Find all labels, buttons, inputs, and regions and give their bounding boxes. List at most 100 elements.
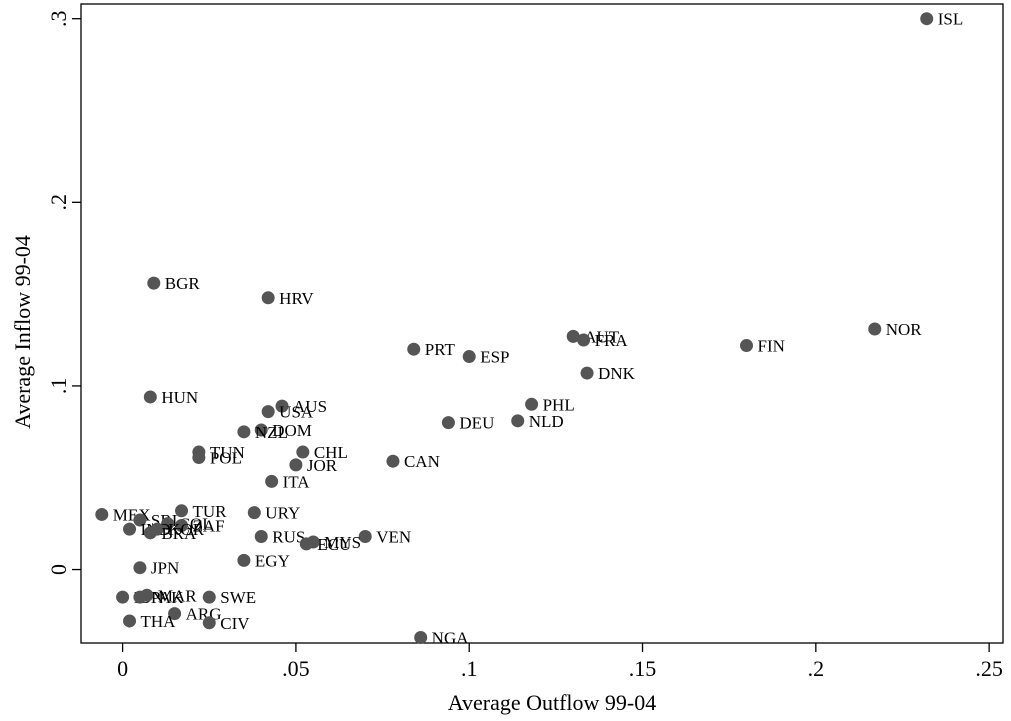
point-label: TUR [193, 502, 228, 521]
point-label: NLD [529, 412, 564, 431]
point-label: USA [279, 403, 314, 422]
data-point [116, 590, 130, 604]
data-point [920, 12, 934, 26]
point-label: AUS [293, 397, 327, 416]
x-tick-label: 0 [117, 656, 128, 681]
point-label: COL [179, 515, 213, 534]
point-label: URY [265, 504, 300, 523]
data-point [525, 397, 539, 411]
data-point [133, 513, 147, 527]
point-label: HRV [279, 289, 314, 308]
point-label: AUT [584, 327, 620, 346]
point-label: PAK [151, 588, 184, 607]
data-point [202, 590, 216, 604]
data-point [414, 630, 428, 644]
x-tick-label: .25 [975, 656, 1003, 681]
point-label: DNK [598, 364, 636, 383]
point-label: VEN [376, 528, 411, 547]
y-tick-label: 0 [46, 564, 71, 575]
point-label: JOR [307, 456, 338, 475]
point-label: FIN [758, 337, 785, 356]
data-point [168, 607, 182, 621]
data-point [140, 588, 154, 602]
point-label: KOR [168, 520, 205, 539]
data-point [161, 517, 175, 531]
point-label: EGY [255, 551, 290, 570]
data-point [868, 322, 882, 336]
point-label: NZL [255, 423, 288, 442]
data-point [407, 342, 421, 356]
x-tick-label: .15 [629, 656, 657, 681]
point-label: DEU [459, 414, 494, 433]
point-label: NGA [432, 628, 470, 647]
point-label: SWE [220, 588, 256, 607]
data-point [237, 553, 251, 567]
data-point [202, 616, 216, 630]
point-label: ZAF [193, 516, 225, 535]
data-point [95, 507, 109, 521]
data-point [254, 530, 268, 543]
plot-frame [80, 3, 1004, 644]
data-point [566, 329, 580, 343]
point-label: BRA [161, 524, 197, 543]
data-point [143, 390, 157, 404]
point-label: JPN [151, 559, 179, 578]
data-point [261, 291, 275, 305]
x-tick-label: .1 [461, 656, 478, 681]
point-label: TUN [210, 443, 245, 462]
point-label: CIV [220, 614, 250, 633]
point-label: NOR [886, 320, 923, 339]
data-point [275, 399, 289, 413]
data-point [247, 506, 261, 520]
data-point [261, 405, 275, 419]
data-point [133, 561, 147, 575]
y-axis-title: Average Inflow 99-04 [10, 235, 35, 429]
data-point [175, 518, 189, 532]
data-point [441, 416, 455, 430]
x-axis: 0 .05 .1 .15 .2 .25 [117, 643, 1003, 681]
data-point [386, 454, 400, 468]
x-tick-label: .05 [282, 656, 310, 681]
point-label: THA [141, 612, 177, 631]
point-label: ISL [938, 10, 964, 29]
point-label: CAN [404, 452, 440, 471]
data-point [192, 451, 206, 465]
point-label: MAR [158, 586, 197, 605]
data-point [143, 526, 157, 540]
point-label: ECU [317, 535, 351, 554]
data-point [306, 535, 320, 549]
data-point [123, 522, 137, 536]
point-label: RUS [272, 528, 305, 547]
point-label: HUN [161, 388, 198, 407]
data-point [740, 339, 754, 353]
x-tick-label: .2 [808, 656, 825, 681]
data-point [296, 445, 310, 459]
y-tick-label: .1 [46, 378, 71, 395]
data-point [175, 504, 189, 518]
data-point [580, 366, 594, 380]
point-label: CHL [314, 443, 348, 462]
point-label: BGR [165, 274, 201, 293]
y-axis: 0 .1 .2 .3 [46, 10, 81, 575]
point-label: ITA [283, 472, 311, 491]
data-point [254, 423, 268, 437]
point-label: PRT [425, 340, 456, 359]
data-point [237, 425, 251, 439]
x-axis-title: Average Outflow 99-04 [448, 690, 657, 715]
data-point [289, 458, 303, 472]
data-point [265, 474, 279, 488]
data-point [123, 614, 137, 628]
plot-border [80, 3, 1004, 644]
data-point [147, 276, 161, 290]
data-point [511, 414, 525, 428]
point-label: DOM [272, 421, 312, 440]
point-label: FRA [595, 331, 629, 350]
y-tick-label: .3 [46, 10, 71, 27]
y-tick-label: .2 [46, 194, 71, 211]
data-point [358, 530, 372, 543]
point-label: ESP [480, 348, 509, 367]
point-label: MYS [324, 533, 361, 552]
point-label: PHL [543, 395, 575, 414]
